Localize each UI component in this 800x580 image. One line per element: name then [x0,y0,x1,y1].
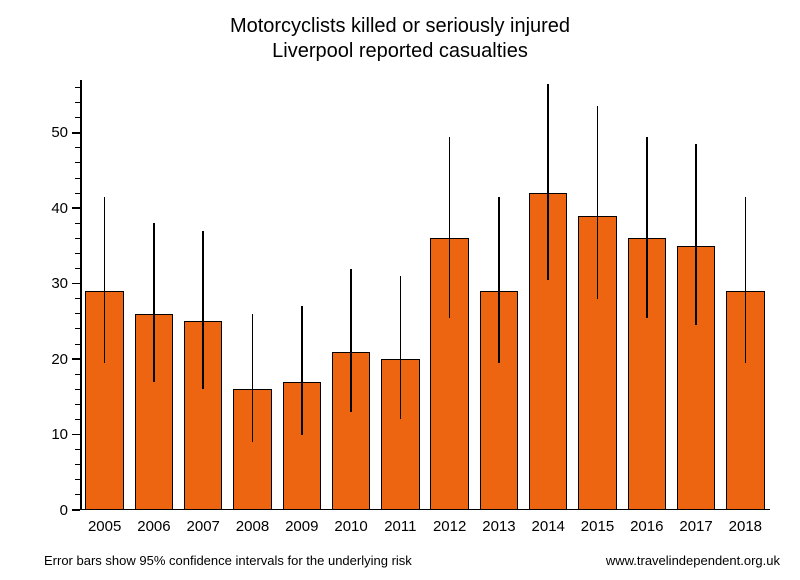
y-minor-tick [75,313,80,314]
y-tick [72,283,80,285]
error-bar [153,223,155,381]
y-minor-tick [75,87,80,88]
y-minor-tick [75,374,80,375]
x-tick-label: 2005 [80,518,129,535]
error-bar [252,314,254,442]
footer-note: Error bars show 95% confidence intervals… [44,553,412,568]
y-tick-label: 0 [30,502,68,519]
x-tick-label: 2013 [474,518,523,535]
error-bar [449,137,451,318]
y-tick [72,434,80,436]
y-minor-tick [75,147,80,148]
y-tick [72,132,80,134]
error-bar [301,306,303,434]
y-tick [72,207,80,209]
y-tick-label: 10 [30,426,68,443]
error-bar [547,84,549,280]
error-bar [695,144,697,325]
y-minor-tick [75,238,80,239]
error-bar [202,231,204,389]
y-minor-tick [75,178,80,179]
y-minor-tick [75,328,80,329]
x-tick-label: 2007 [179,518,228,535]
x-tick-label: 2016 [622,518,671,535]
error-bar [597,106,599,298]
chart-title: Motorcyclists killed or seriously injure… [0,14,800,64]
y-minor-tick [75,419,80,420]
y-minor-tick [75,117,80,118]
x-tick-label: 2006 [129,518,178,535]
y-minor-tick [75,479,80,480]
x-tick-label: 2014 [524,518,573,535]
error-bar [400,276,402,419]
x-tick-label: 2010 [326,518,375,535]
x-tick-label: 2018 [721,518,770,535]
error-bar [104,197,106,363]
error-bar [350,269,352,412]
y-tick-label: 30 [30,275,68,292]
x-tick-label: 2008 [228,518,277,535]
chart-title-line1: Motorcyclists killed or seriously injure… [0,14,800,39]
y-minor-tick [75,298,80,299]
y-tick [72,358,80,360]
x-tick-label: 2011 [376,518,425,535]
y-minor-tick [75,344,80,345]
x-tick-label: 2017 [671,518,720,535]
chart-title-line2: Liverpool reported casualties [0,39,800,64]
plot-area: 0102030405020052006200720082009201020112… [80,80,770,510]
y-tick-label: 20 [30,351,68,368]
y-tick-label: 50 [30,124,68,141]
y-minor-tick [75,193,80,194]
y-minor-tick [75,253,80,254]
x-tick-label: 2012 [425,518,474,535]
y-minor-tick [75,102,80,103]
x-tick-label: 2015 [573,518,622,535]
footer-source: www.travelindependent.org.uk [606,553,780,568]
y-minor-tick [75,162,80,163]
y-minor-tick [75,464,80,465]
y-tick-label: 40 [30,200,68,217]
error-bar [745,197,747,363]
y-axis [80,80,82,510]
y-minor-tick [75,449,80,450]
error-bar [646,137,648,318]
chart-container: Motorcyclists killed or seriously injure… [0,0,800,580]
y-minor-tick [75,389,80,390]
x-tick-label: 2009 [277,518,326,535]
error-bar [498,197,500,363]
y-minor-tick [75,404,80,405]
y-minor-tick [75,223,80,224]
y-minor-tick [75,268,80,269]
y-tick [72,509,80,511]
y-minor-tick [75,494,80,495]
